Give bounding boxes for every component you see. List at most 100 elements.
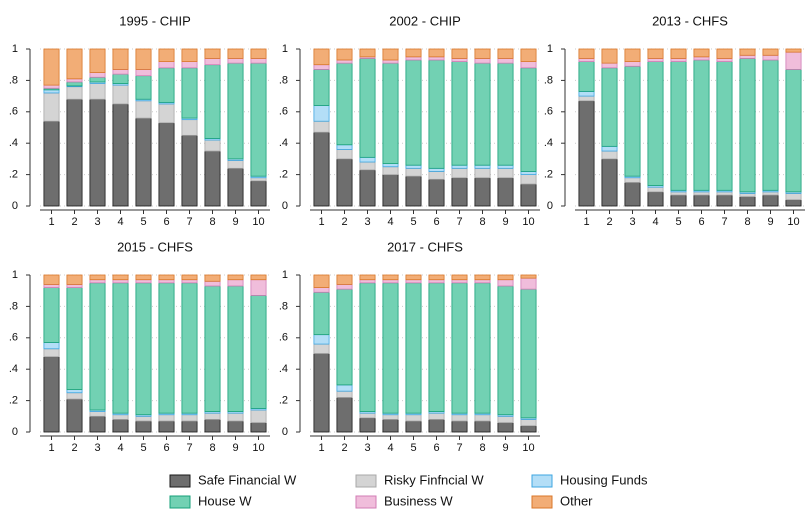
x-tick-label: 10 [787,216,799,228]
bar-segment [313,334,330,345]
bar-segment [204,58,221,66]
bar-segment [66,284,83,288]
x-tick-label: 1 [583,216,589,228]
x-tick-label: 7 [186,216,192,228]
y-tick-label: .6 [9,106,18,118]
bar-segment [474,167,491,179]
bar-segment [670,61,687,191]
bar-segment [135,420,152,433]
legend-swatch [531,474,553,488]
bar-segment [359,274,376,281]
y-tick-label: .6 [279,106,288,118]
bar-segment [43,89,60,94]
y-tick-label: 0 [12,426,18,438]
x-tick-label: 6 [163,216,169,228]
y-tick-label: .4 [9,137,18,149]
bar-segment [112,69,129,75]
x-tick-label: 7 [186,442,192,454]
bar-segment [135,282,152,416]
bar-segment [497,279,514,287]
bar-segment [497,164,514,169]
x-tick-label: 5 [675,216,681,228]
bar-segment [89,415,106,433]
bar-segment [66,48,83,80]
y-tick-label: 1 [282,43,288,55]
bar-segment [112,282,129,414]
bar-segment [474,177,491,207]
x-tick-label: 9 [232,442,238,454]
bar-segment [693,194,710,207]
bar-segment [89,274,106,281]
bar-segment [382,419,399,433]
y-tick-label: 0 [547,200,553,212]
bar-segment [716,58,733,62]
bar-segment [382,59,399,64]
bar-segment [520,171,537,176]
bar-segment [601,48,618,64]
y-tick-label: 0 [282,426,288,438]
bar-segment [578,58,595,62]
bar-segment [43,120,60,207]
bar-segment [313,287,330,293]
y-tick-label: .8 [279,74,288,86]
bar-segment [474,282,491,414]
bar-segment [227,412,244,422]
bar-segment [520,48,537,62]
x-tick-label: 1 [48,216,54,228]
x-tick-label: 5 [410,216,416,228]
bar-segment [135,100,152,119]
bar-segment [785,51,802,70]
bar-segment [428,59,445,169]
bar-segment [135,274,152,281]
bar-segment [739,196,756,207]
bar-segment [313,131,330,207]
y-tick-label: .6 [544,106,553,118]
bar-segment [43,356,60,433]
legend-swatch [169,495,191,509]
bar-segment [112,73,129,84]
x-tick-label: 5 [140,442,146,454]
bar-segment [158,274,175,281]
bar-segment [250,177,267,182]
bar-segment [520,274,537,279]
bar-segment [250,409,267,423]
bar-segment [112,274,129,281]
bar-segment [359,169,376,207]
bar-segment [624,65,641,177]
bar-segment [382,274,399,281]
bar-segment [647,186,664,193]
bar-segment [66,389,83,394]
bar-segment [382,163,399,168]
y-tick-label: .8 [279,300,288,312]
y-tick-label: .2 [279,169,288,181]
bar-segment [227,167,244,207]
bar-segment [135,279,152,284]
bar-segment [181,279,198,284]
bar-segment [66,398,83,433]
bar-segment [716,48,733,59]
bar-segment [601,145,618,152]
x-tick-label: 3 [629,216,635,228]
bar-segment [451,61,468,166]
bar-segment [313,353,330,433]
bar-segment [578,95,595,102]
x-tick-label: 7 [456,442,462,454]
bar-segment [520,419,537,427]
y-tick-label: .4 [279,363,288,375]
x-tick-label: 1 [318,216,324,228]
bar-segment [785,69,802,193]
bar-segment [135,75,152,100]
bar-segment [181,282,198,414]
y-tick-label: .2 [9,395,18,407]
bar-segment [474,414,491,422]
bar-segment [428,48,445,58]
bar-segment [89,282,106,411]
bar-segment [716,194,733,207]
bar-segment [250,180,267,207]
bar-segment [647,191,664,207]
legend-swatch [531,495,553,509]
bar-segment [405,167,422,177]
bar-segment [181,48,198,62]
y-tick-label: .8 [9,74,18,86]
x-tick-label: 10 [522,442,534,454]
